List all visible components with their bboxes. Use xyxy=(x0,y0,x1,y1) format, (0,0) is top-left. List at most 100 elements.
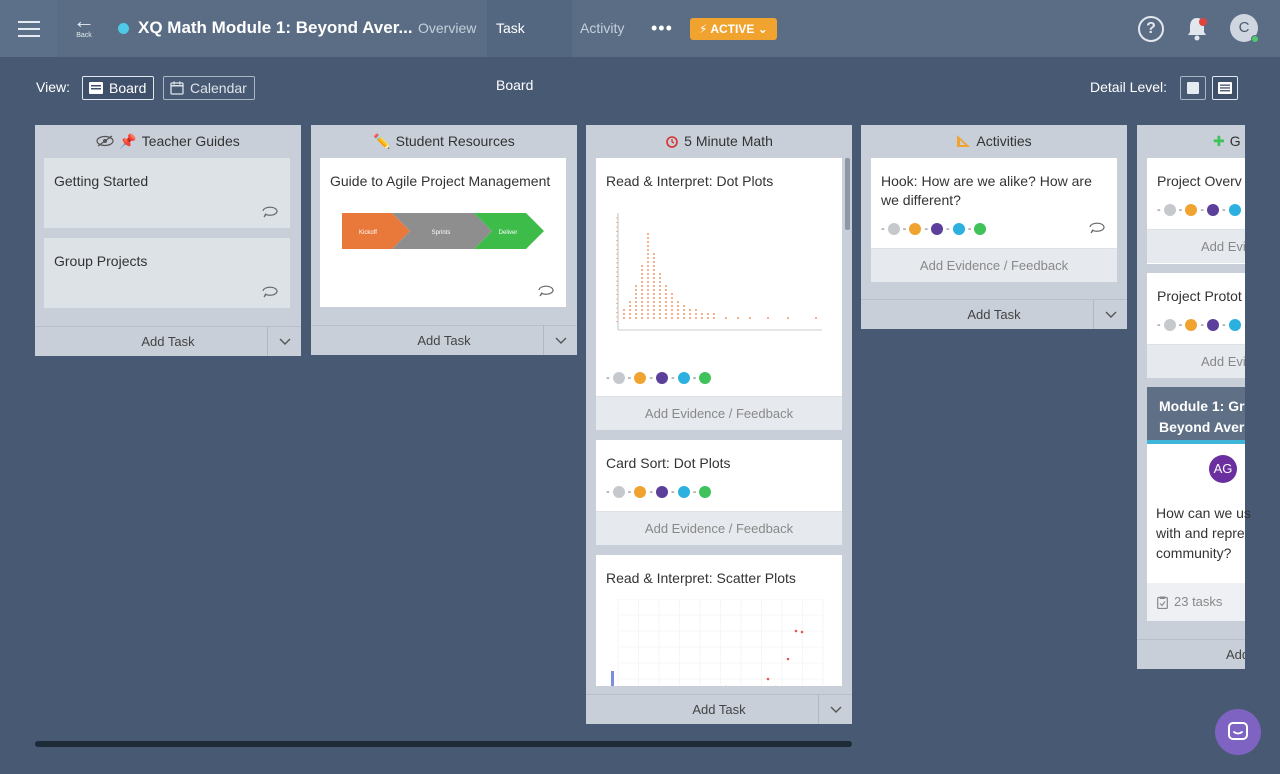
add-task-label: Add Task xyxy=(141,334,195,349)
detail-compact-button[interactable] xyxy=(1180,76,1206,100)
complete-status-icon[interactable] xyxy=(699,372,712,384)
in-progress-status-icon[interactable] xyxy=(634,486,647,498)
comment-icon[interactable] xyxy=(262,206,278,218)
submitted-status-icon[interactable] xyxy=(656,372,669,384)
separator: - xyxy=(1157,204,1161,216)
menu-icon[interactable] xyxy=(0,0,57,57)
add-evidence-button[interactable]: Add Evidence / Feedback xyxy=(871,248,1117,282)
chat-launcher-button[interactable] xyxy=(1215,709,1261,755)
module-card[interactable]: Module 1: Gr Beyond Aver AG How can we u… xyxy=(1147,387,1251,621)
complete-status-icon[interactable] xyxy=(699,486,712,498)
revise-status-icon[interactable] xyxy=(677,372,690,384)
task-title: Project Protot xyxy=(1157,288,1242,304)
task-card-agile-guide[interactable]: Guide to Agile Project Management Kickof… xyxy=(320,158,566,307)
task-title-line: we different? xyxy=(881,192,961,208)
submitted-status-icon[interactable] xyxy=(1207,319,1220,331)
submitted-status-icon[interactable] xyxy=(1207,204,1220,216)
add-task-button[interactable]: Add Task xyxy=(311,325,577,355)
module-text-line: How can we us xyxy=(1156,505,1251,521)
not-started-status-icon[interactable] xyxy=(1163,319,1176,331)
separator: - xyxy=(692,372,697,384)
divider xyxy=(818,695,819,724)
status-indicators: - - - - - xyxy=(881,223,987,235)
in-progress-status-icon[interactable] xyxy=(634,372,647,384)
help-icon[interactable]: ? xyxy=(1138,16,1164,42)
project-title[interactable]: XQ Math Module 1: Beyond Aver... xyxy=(138,18,413,37)
back-button[interactable]: ← Back xyxy=(66,10,102,50)
task-card-project-prototype[interactable]: Project Protot - - - - Add Evid xyxy=(1147,273,1245,378)
task-title: Hook: How are we alike? How are we diffe… xyxy=(881,172,1092,210)
status-indicators: - - - - xyxy=(1157,319,1241,331)
task-title: Group Projects xyxy=(54,253,148,269)
revise-status-icon[interactable] xyxy=(677,486,690,498)
column-title: Activities xyxy=(976,133,1032,149)
separator: - xyxy=(1178,204,1183,216)
separator: - xyxy=(627,486,632,498)
not-started-status-icon[interactable] xyxy=(612,486,625,498)
separator: - xyxy=(649,372,654,384)
submitted-status-icon[interactable] xyxy=(931,223,944,235)
add-evidence-button[interactable]: Add Evidence / Feedback xyxy=(596,396,842,430)
more-menu-icon[interactable]: ••• xyxy=(651,18,673,38)
square-icon xyxy=(1187,82,1199,94)
add-task-button[interactable]: Add Task xyxy=(35,326,301,356)
task-card-getting-started[interactable]: Getting Started xyxy=(44,158,290,228)
complete-status-icon[interactable] xyxy=(974,223,987,235)
calendar-view-button[interactable]: Calendar xyxy=(163,76,255,100)
tab-overview[interactable]: Overview xyxy=(418,20,477,36)
pin-icon: 📌 xyxy=(119,133,137,149)
chevron-down-icon[interactable] xyxy=(544,326,577,355)
comment-icon[interactable] xyxy=(262,286,278,298)
separator: - xyxy=(967,223,972,235)
revise-status-icon[interactable] xyxy=(1228,204,1241,216)
in-progress-status-icon[interactable] xyxy=(1185,204,1198,216)
column-header: Activities xyxy=(861,125,1127,157)
tab-activity[interactable]: Activity xyxy=(580,20,625,36)
add-evidence-button[interactable]: Add Evid xyxy=(1147,229,1245,263)
add-task-button[interactable]: Add xyxy=(1137,639,1245,669)
status-badge[interactable]: ⚡ ACTIVE ⌄ xyxy=(690,18,777,40)
in-progress-status-icon[interactable] xyxy=(1185,319,1198,331)
not-started-status-icon[interactable] xyxy=(887,223,900,235)
not-started-status-icon[interactable] xyxy=(1163,204,1176,216)
not-started-status-icon[interactable] xyxy=(612,372,625,384)
view-label: View: xyxy=(36,79,70,95)
task-card-project-overview[interactable]: Project Overv - - - - Add Evid xyxy=(1147,158,1245,264)
revise-status-icon[interactable] xyxy=(1228,319,1241,331)
task-card-scatter-plots[interactable]: Read & Interpret: Scatter Plots xyxy=(596,555,842,686)
comment-icon[interactable] xyxy=(538,285,554,297)
task-card-dot-plots[interactable]: Read & Interpret: Dot Plots - - - - - Ad… xyxy=(596,158,842,430)
card-list[interactable]: Read & Interpret: Dot Plots - - - - - Ad… xyxy=(586,158,852,686)
tab-task-board[interactable]: Task Board xyxy=(487,0,572,93)
add-evidence-button[interactable]: Add Evidence / Feedback xyxy=(596,511,842,545)
column-title: G xyxy=(1229,133,1241,149)
calendar-view-label: Calendar xyxy=(190,80,247,96)
add-task-label: Add Task xyxy=(417,333,471,348)
task-card-group-projects[interactable]: Group Projects xyxy=(44,238,290,308)
submitted-status-icon[interactable] xyxy=(656,486,669,498)
chevron-down-icon[interactable] xyxy=(819,695,852,724)
module-text-line: community? xyxy=(1156,545,1232,561)
task-title: Getting Started xyxy=(54,173,149,189)
chevron-down-icon[interactable] xyxy=(268,327,301,356)
task-card-card-sort[interactable]: Card Sort: Dot Plots - - - - - Add Evide… xyxy=(596,440,842,545)
add-evidence-button[interactable]: Add Evid xyxy=(1147,344,1245,378)
board-view-button[interactable]: Board xyxy=(82,76,155,100)
task-card-hook[interactable]: Hook: How are we alike? How are we diffe… xyxy=(871,158,1117,282)
task-title: Read & Interpret: Scatter Plots xyxy=(606,570,796,586)
board-icon xyxy=(89,82,103,94)
comment-icon[interactable] xyxy=(1089,222,1105,234)
chevron-down-icon[interactable] xyxy=(1094,300,1127,329)
add-task-label: Add Task xyxy=(967,307,1021,322)
revise-status-icon[interactable] xyxy=(952,223,965,235)
detail-full-button[interactable] xyxy=(1212,76,1238,100)
column-header: ✏️ Student Resources xyxy=(311,125,577,157)
divider xyxy=(1093,300,1094,329)
separator: - xyxy=(1178,319,1183,331)
in-progress-status-icon[interactable] xyxy=(909,223,922,235)
separator: - xyxy=(606,372,610,384)
board-horizontal-scrollbar[interactable] xyxy=(35,741,852,747)
add-task-button[interactable]: Add Task xyxy=(861,299,1127,329)
scrollbar-thumb[interactable] xyxy=(845,158,850,230)
add-task-button[interactable]: Add Task xyxy=(586,694,852,724)
